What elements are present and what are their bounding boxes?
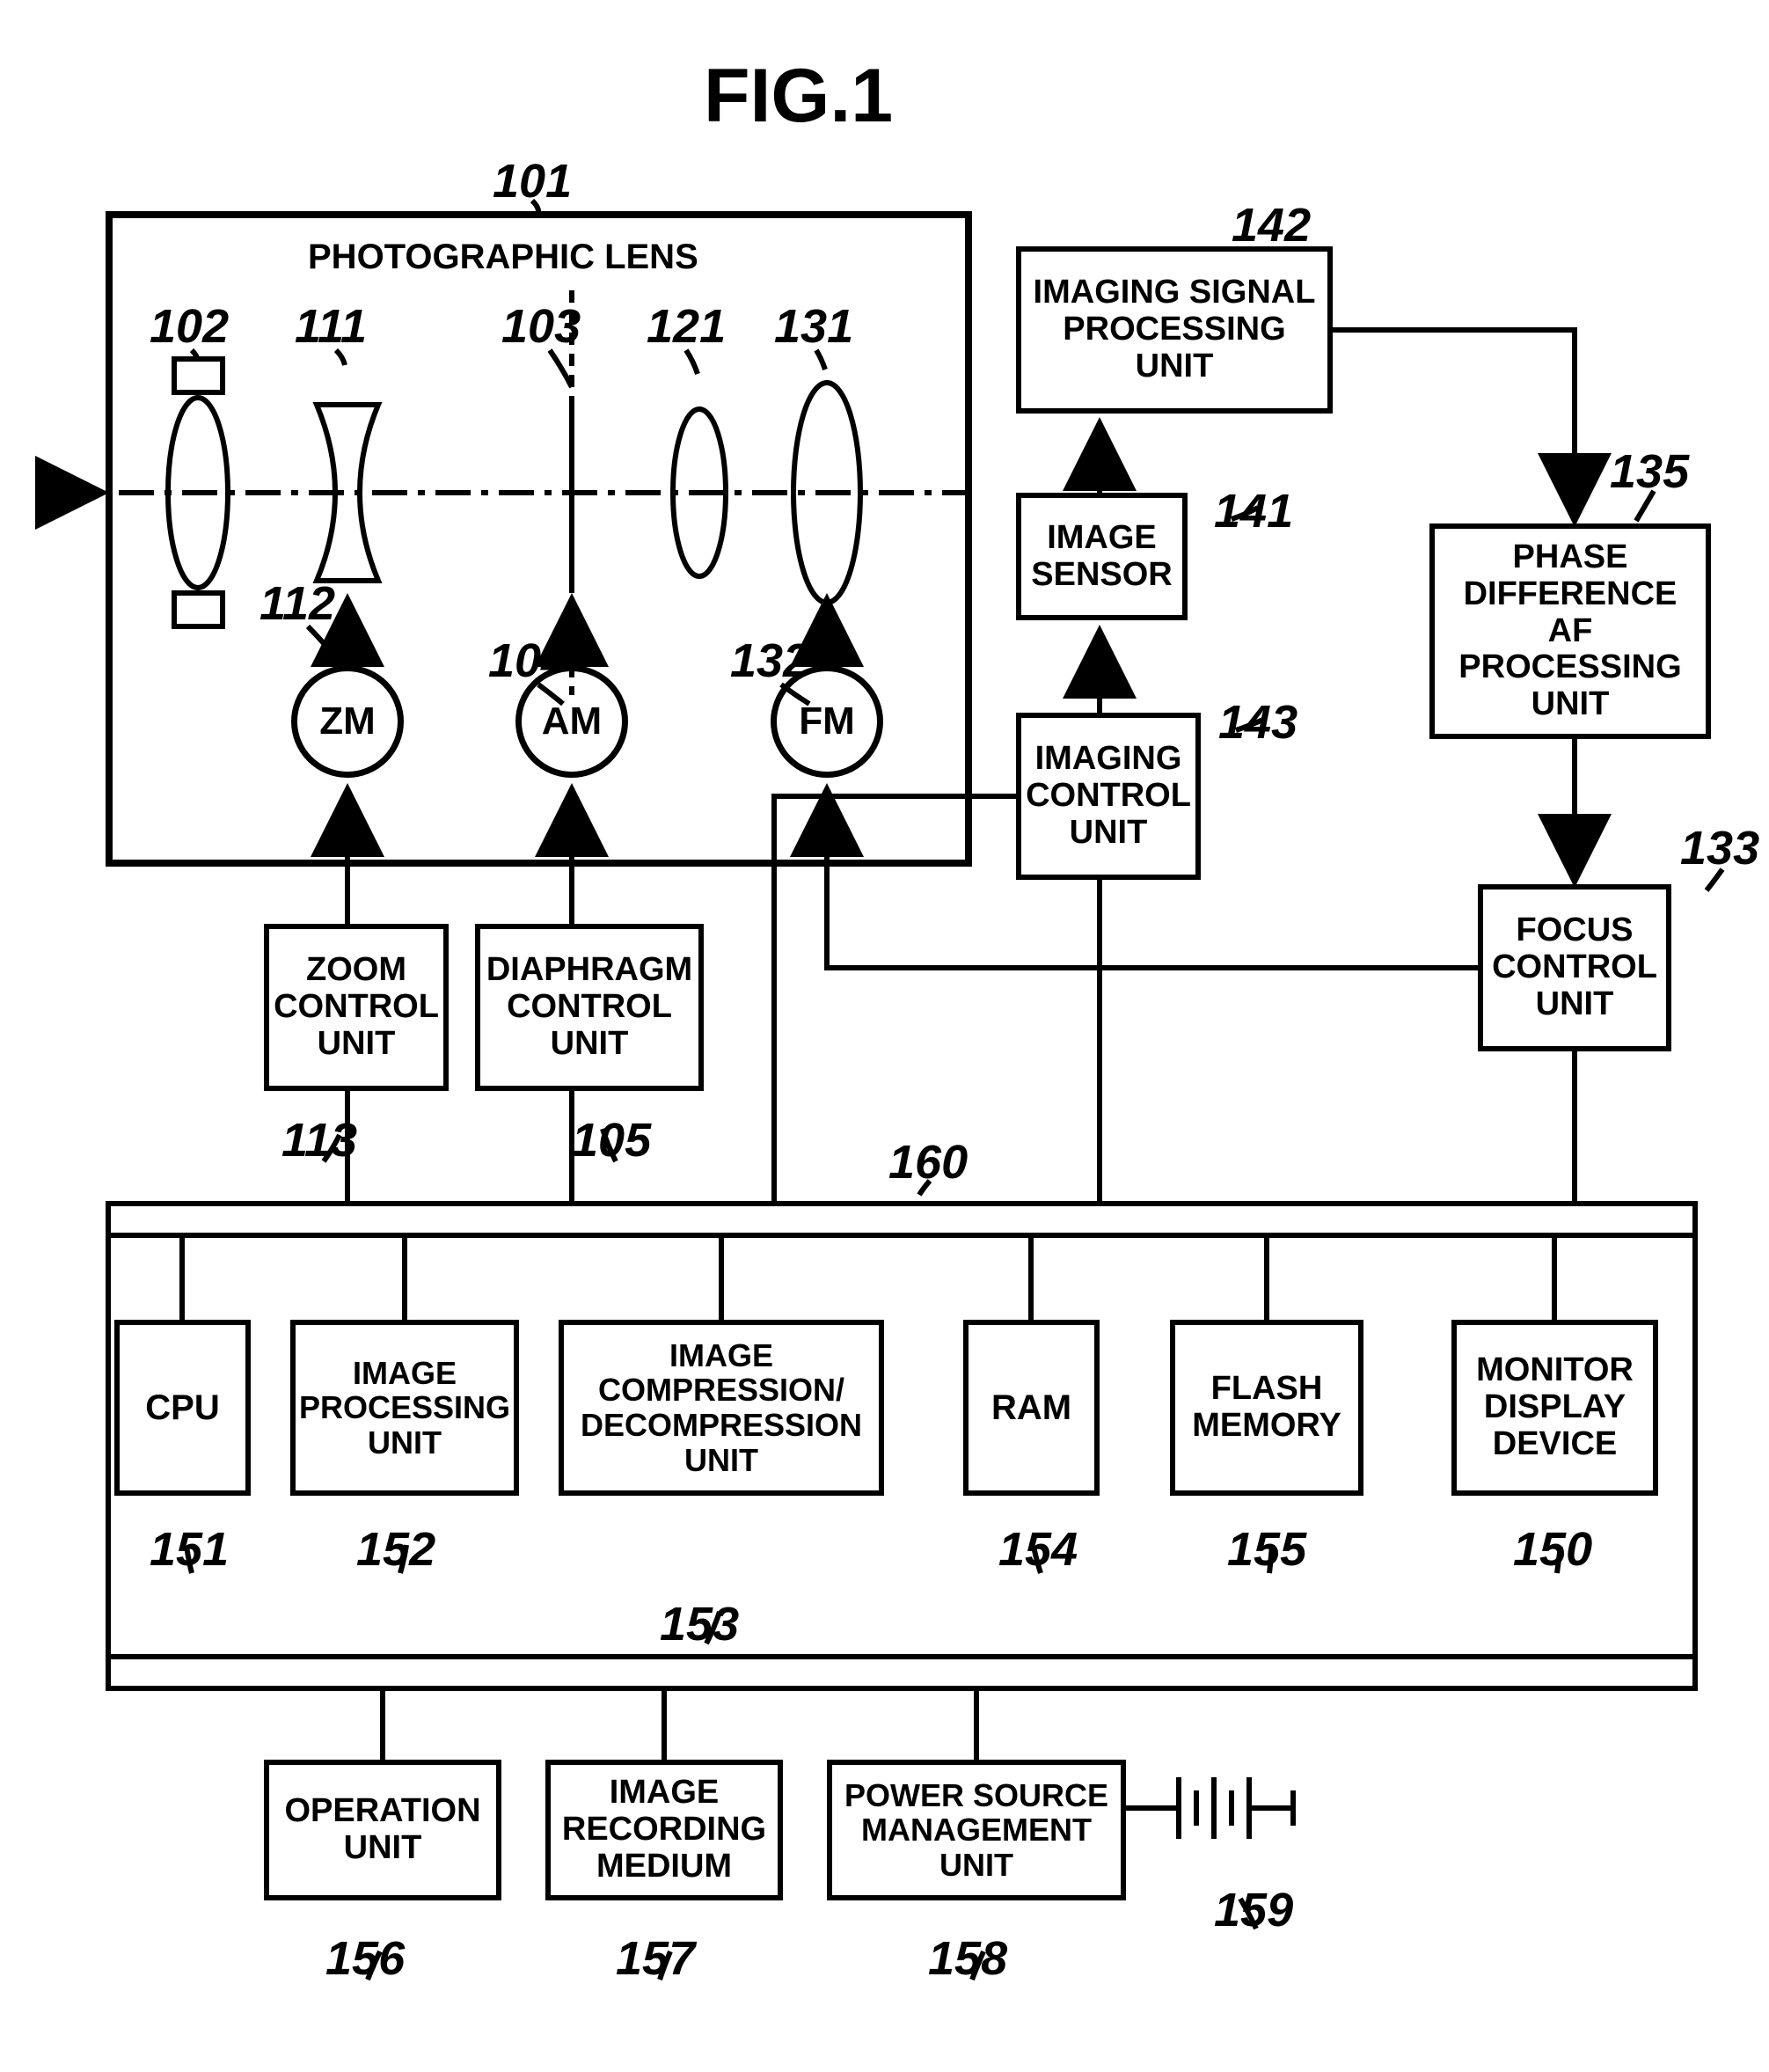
- fm-motor: FM: [771, 665, 883, 778]
- ref-111: 111: [295, 299, 367, 354]
- lens-title: PHOTOGRAPHIC LENS: [308, 238, 698, 277]
- image-recording-medium: IMAGERECORDINGMEDIUM: [545, 1760, 783, 1900]
- ref-160: 160: [888, 1135, 968, 1190]
- image-sensor: IMAGESENSOR: [1016, 493, 1188, 620]
- ref-158: 158: [928, 1931, 1007, 1986]
- operation-unit: OPERATIONUNIT: [264, 1760, 501, 1900]
- ref-131: 131: [774, 299, 853, 354]
- ref-141: 141: [1214, 484, 1293, 538]
- power-source-mgmt-unit: POWER SOURCEMANAGEMENTUNIT: [827, 1760, 1126, 1900]
- ref-154: 154: [998, 1522, 1078, 1577]
- ref-156: 156: [325, 1931, 405, 1986]
- ref-143: 143: [1218, 695, 1298, 750]
- ref-101: 101: [493, 154, 572, 209]
- ref-157: 157: [616, 1931, 695, 1986]
- ref-112: 112: [260, 576, 335, 631]
- am-motor: AM: [515, 665, 628, 778]
- ref-150: 150: [1513, 1522, 1592, 1577]
- system-bus-bottom: [106, 1654, 1698, 1691]
- ref-113: 113: [281, 1113, 357, 1168]
- zoom-control-unit: ZOOMCONTROLUNIT: [264, 924, 449, 1091]
- cpu-block: CPU: [114, 1320, 251, 1496]
- ref-142: 142: [1232, 198, 1311, 253]
- ref-133: 133: [1680, 821, 1759, 875]
- ref-121: 121: [647, 299, 726, 354]
- figure-title: FIG.1: [704, 53, 893, 140]
- ref-152: 152: [356, 1522, 435, 1577]
- diagram-canvas: FIG.1 PHOTOGRAPHIC LENS 101 102 111 103 …: [0, 0, 1769, 2072]
- ref-159: 159: [1214, 1883, 1293, 1937]
- ram-block: RAM: [963, 1320, 1100, 1496]
- ref-105: 105: [572, 1113, 651, 1168]
- imaging-signal-processing-unit: IMAGING SIGNALPROCESSINGUNIT: [1016, 246, 1333, 414]
- focus-control-unit: FOCUSCONTROLUNIT: [1478, 884, 1671, 1051]
- codec-block: IMAGECOMPRESSION/DECOMPRESSIONUNIT: [559, 1320, 884, 1496]
- system-bus-top: [106, 1201, 1698, 1238]
- ref-153: 153: [660, 1597, 739, 1651]
- imaging-control-unit: IMAGINGCONTROLUNIT: [1016, 713, 1201, 880]
- ref-155: 155: [1227, 1522, 1306, 1577]
- monitor-display-device: MONITORDISPLAYDEVICE: [1451, 1320, 1658, 1496]
- zm-motor: ZM: [291, 665, 404, 778]
- flash-memory-block: FLASHMEMORY: [1170, 1320, 1363, 1496]
- ref-135: 135: [1610, 444, 1689, 499]
- phase-difference-af-processing-unit: PHASEDIFFERENCE AFPROCESSINGUNIT: [1429, 523, 1711, 739]
- ref-151: 151: [150, 1522, 229, 1577]
- ref-103: 103: [501, 299, 581, 354]
- ref-102: 102: [150, 299, 229, 354]
- diaphragm-control-unit: DIAPHRAGMCONTROLUNIT: [475, 924, 704, 1091]
- image-processing-unit: IMAGEPROCESSINGUNIT: [290, 1320, 519, 1496]
